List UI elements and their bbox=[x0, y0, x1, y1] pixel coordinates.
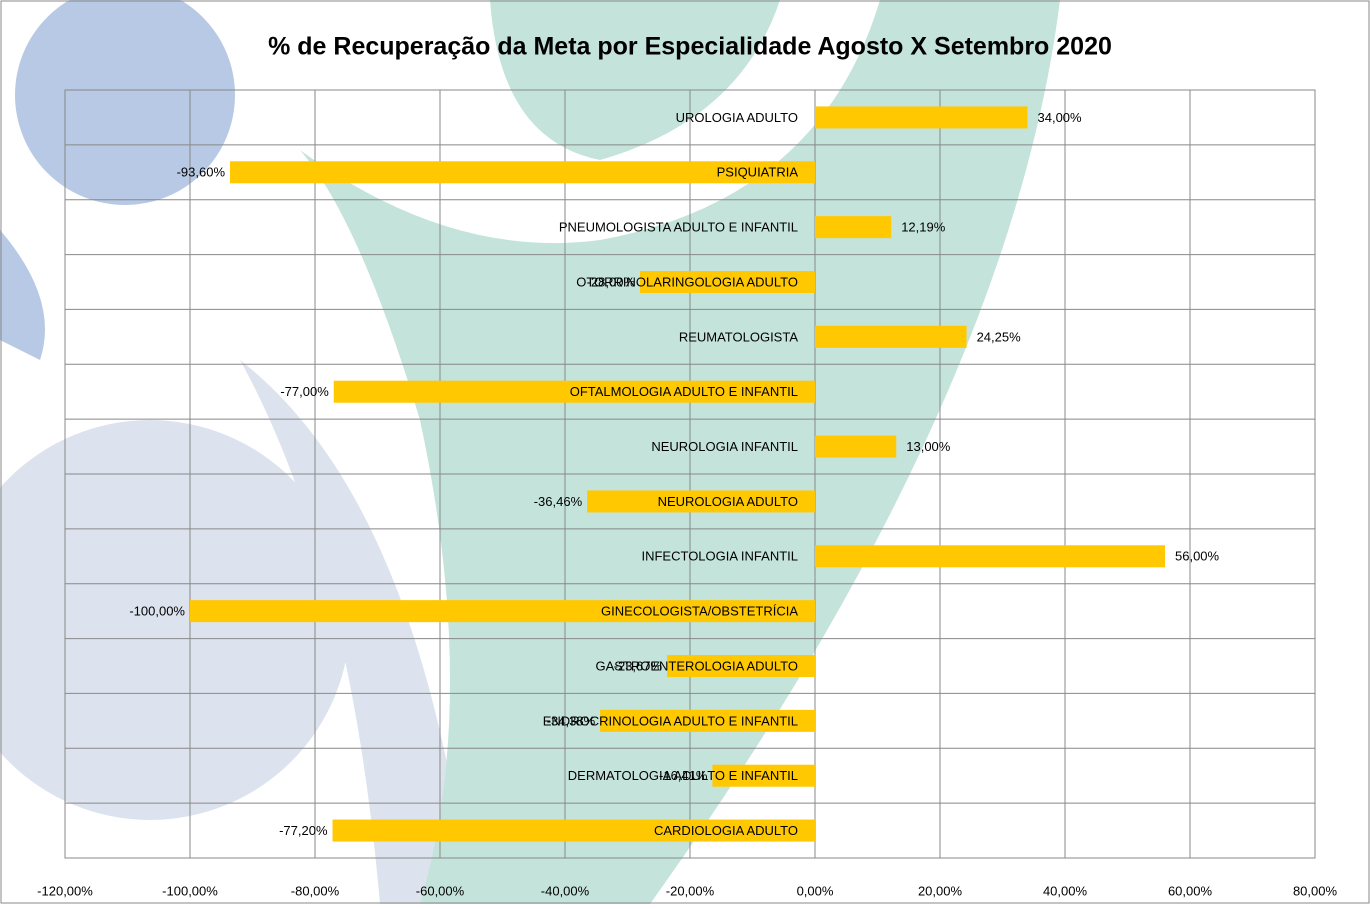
category-label: UROLOGIA ADULTO bbox=[676, 110, 798, 125]
value-label: -77,00% bbox=[280, 384, 329, 399]
x-tick-label: -100,00% bbox=[162, 883, 218, 898]
x-tick-label: 80,00% bbox=[1293, 883, 1338, 898]
category-label: PSIQUIATRIA bbox=[717, 165, 799, 180]
value-label: -28,00% bbox=[587, 274, 636, 289]
bar bbox=[815, 216, 891, 238]
x-tick-label: -20,00% bbox=[666, 883, 715, 898]
value-label: 24,25% bbox=[977, 329, 1022, 344]
x-tick-label: -80,00% bbox=[291, 883, 340, 898]
x-tick-label: -60,00% bbox=[416, 883, 465, 898]
background-decoration bbox=[0, 0, 1060, 904]
chart: % de Recuperação da Meta por Especialida… bbox=[0, 0, 1370, 904]
x-tick-label: -120,00% bbox=[37, 883, 93, 898]
bar bbox=[815, 436, 896, 458]
x-tick-label: -40,00% bbox=[541, 883, 590, 898]
value-label: -34,38% bbox=[547, 713, 596, 728]
category-label: INFECTOLOGIA INFANTIL bbox=[641, 549, 798, 564]
category-label: PNEUMOLOGISTA ADULTO E INFANTIL bbox=[559, 220, 798, 235]
category-label: CARDIOLOGIA ADULTO bbox=[654, 823, 798, 838]
value-label: 56,00% bbox=[1175, 549, 1220, 564]
category-label: NEUROLOGIA INFANTIL bbox=[651, 439, 798, 454]
bar bbox=[815, 545, 1165, 567]
category-label: NEUROLOGIA ADULTO bbox=[658, 494, 798, 509]
chart-title: % de Recuperação da Meta por Especialida… bbox=[268, 33, 1112, 61]
category-label: REUMATOLOGISTA bbox=[679, 329, 799, 344]
value-label: -23,67% bbox=[614, 658, 663, 673]
value-label: -16,41% bbox=[659, 768, 708, 783]
value-label: -77,20% bbox=[279, 823, 328, 838]
value-label: -93,60% bbox=[177, 165, 226, 180]
x-tick-label: 40,00% bbox=[1043, 883, 1088, 898]
category-label: OFTALMOLOGIA ADULTO E INFANTIL bbox=[570, 384, 798, 399]
x-tick-label: 20,00% bbox=[918, 883, 963, 898]
value-label: 13,00% bbox=[906, 439, 951, 454]
category-label: GINECOLOGISTA/OBSTETRÍCIA bbox=[601, 604, 798, 619]
value-label: 34,00% bbox=[1038, 110, 1083, 125]
value-label: -100,00% bbox=[129, 604, 185, 619]
value-label: -36,46% bbox=[534, 494, 583, 509]
bar bbox=[815, 106, 1028, 128]
value-label: 12,19% bbox=[901, 220, 946, 235]
bar bbox=[815, 326, 967, 348]
x-tick-label: 60,00% bbox=[1168, 883, 1213, 898]
x-tick-label: 0,00% bbox=[797, 883, 834, 898]
